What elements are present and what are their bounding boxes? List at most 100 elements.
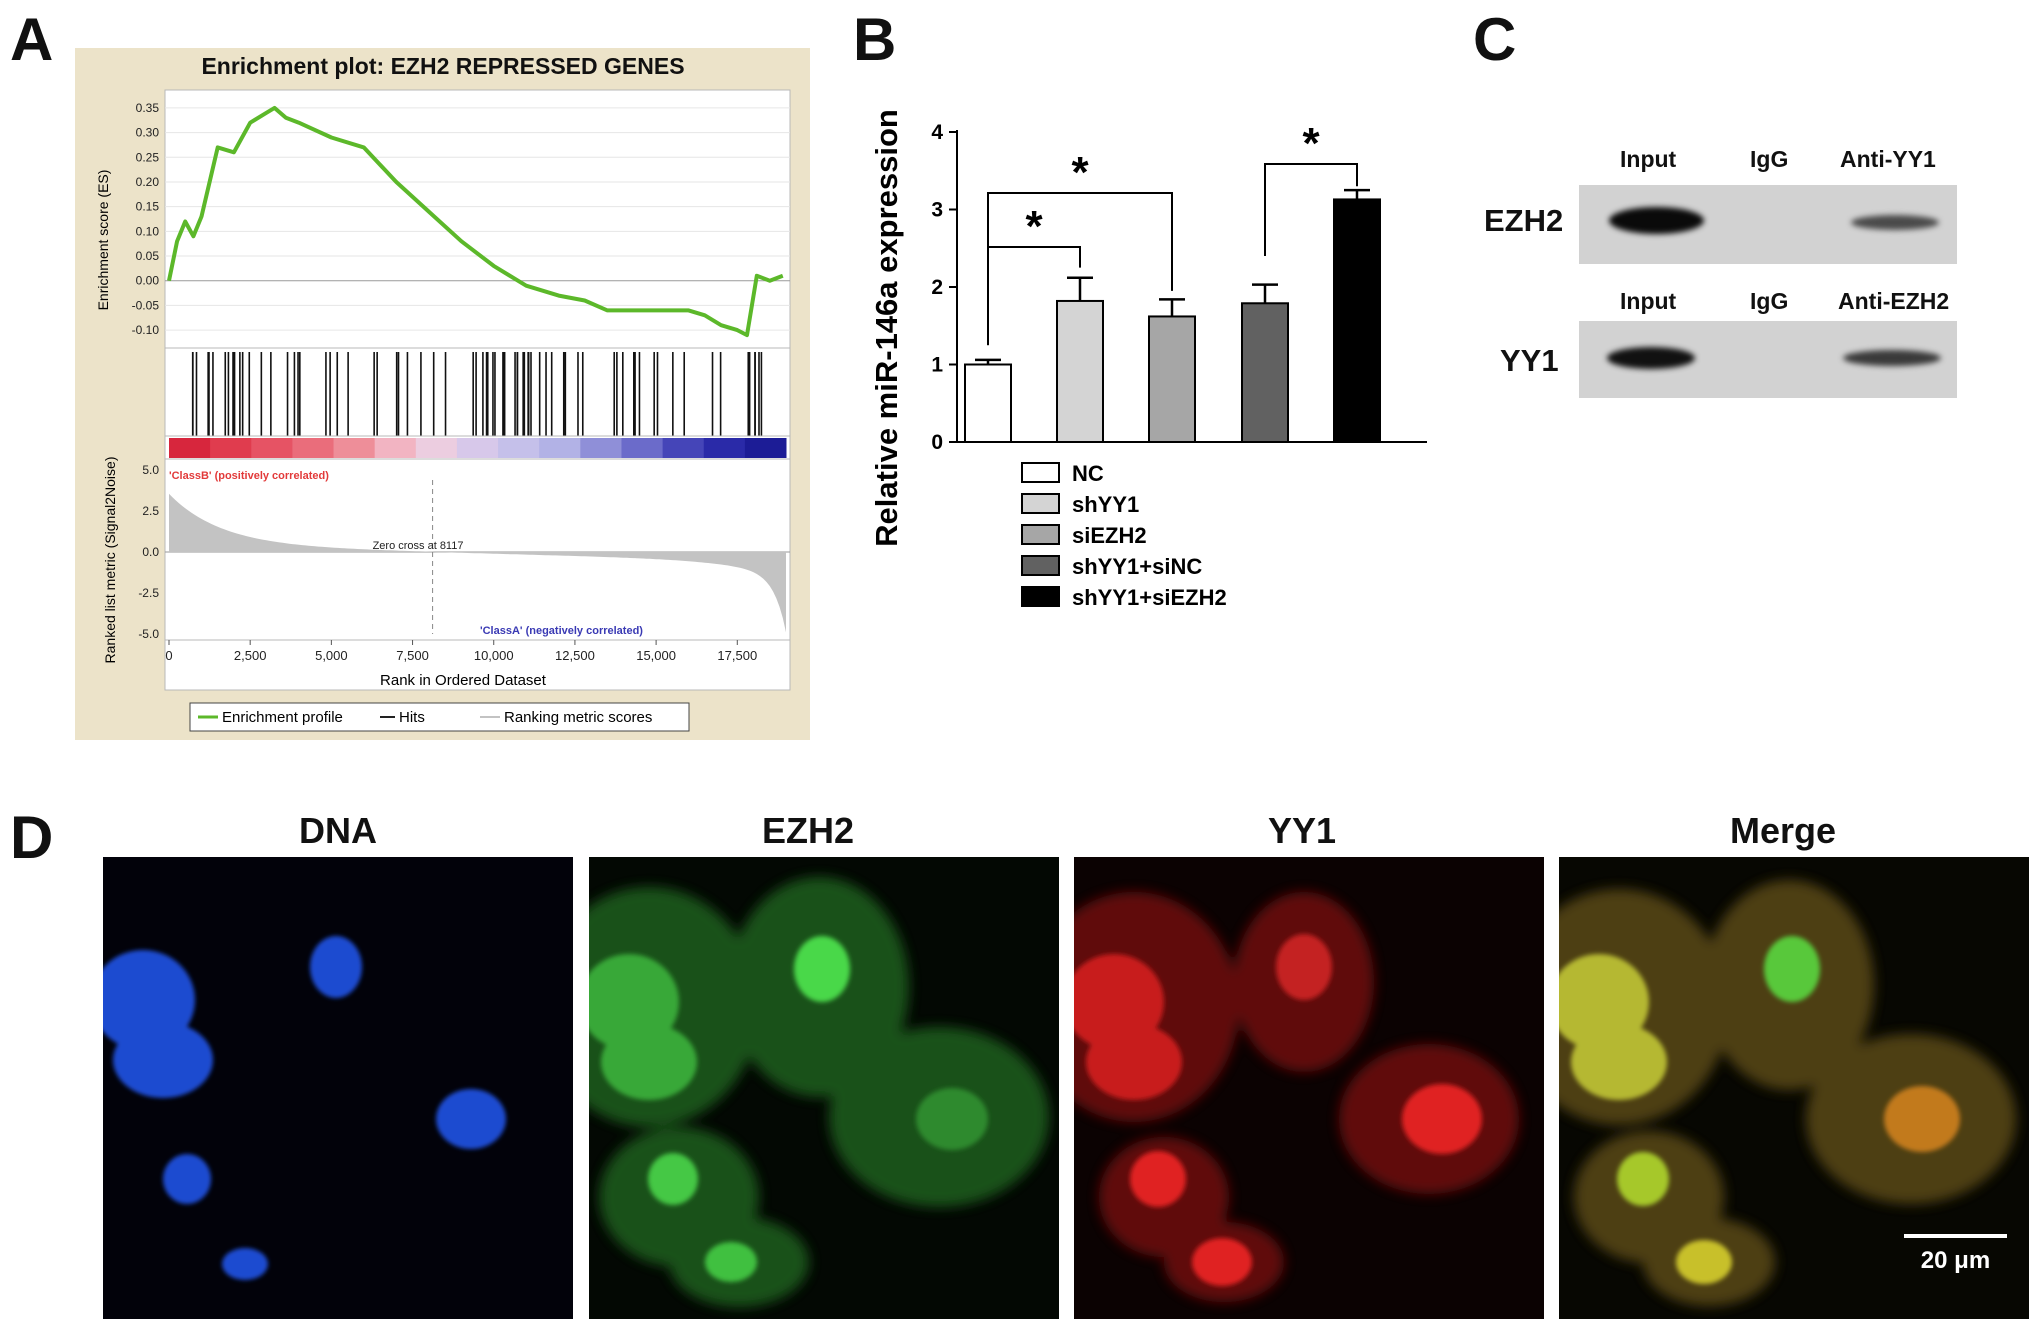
rank-tick-label: 2.5 [142, 504, 159, 518]
blot-strip-yy1 [1579, 321, 1957, 398]
legend-label: siEZH2 [1072, 523, 1147, 548]
micro-title-yy1: YY1 [1267, 810, 1337, 851]
scale-bar-label: 20 μm [1920, 1247, 1991, 1274]
significance-bracket [987, 192, 1173, 346]
ranking-heat-bar [165, 438, 790, 460]
bar-legend: NC shYY1 siEZH2 shYY1+siNC shYY1+siEZH2 [1021, 461, 1227, 610]
nucleus [1617, 1152, 1669, 1206]
x-tick-label: 5,000 [315, 648, 348, 663]
legend-label: shYY1+siNC [1072, 554, 1202, 579]
micrograph-dna [103, 857, 573, 1319]
nucleus [436, 1089, 506, 1149]
heat-segment [580, 438, 622, 458]
x-tick-label: 15,000 [636, 648, 676, 663]
blot-top-igg: IgG [1750, 146, 1789, 172]
es-y-axis: 0.35 0.30 0.25 0.20 0.15 0.10 0.05 0.00 -0.05 -0.… [132, 101, 160, 337]
significance-bracket [1264, 163, 1358, 256]
legend-swatch [1021, 524, 1060, 545]
significance-star: * [1071, 148, 1089, 197]
micro-title-merge: Merge [1729, 810, 1837, 851]
heat-segment [662, 438, 705, 458]
heat-segment [498, 438, 540, 458]
micro-title-ezh2: EZH2 [761, 810, 855, 851]
es-tick-label: 0.30 [136, 126, 160, 140]
micrograph-ezh2 [589, 857, 1059, 1319]
legend-swatch [1021, 493, 1060, 514]
band-yy1-anti [1843, 350, 1941, 366]
x-tick-label: 0 [165, 648, 172, 663]
micro-title-dna: DNA [299, 810, 377, 851]
band-ezh2-anti [1851, 215, 1939, 230]
legend-label: shYY1 [1072, 492, 1139, 517]
blot-row-yy1: YY1 [1500, 343, 1559, 378]
micrograph-yy1 [1074, 857, 1544, 1319]
heat-segment [169, 438, 211, 458]
hits-track [165, 352, 790, 437]
rank-tick-label: 5.0 [142, 463, 159, 477]
nucleus [1086, 1024, 1182, 1100]
nucleus [1130, 1151, 1186, 1207]
band-ezh2-input [1609, 207, 1704, 234]
bar-marks [964, 188, 1381, 443]
gsea-title: Enrichment plot: EZH2 REPRESSED GENES [201, 53, 684, 79]
es-tick-label: 0.20 [136, 175, 160, 189]
significance-brackets: * * * [987, 119, 1358, 346]
heat-segment [374, 438, 417, 458]
heat-segment [333, 438, 376, 458]
heat-segment [251, 438, 293, 458]
scale-bar [1904, 1234, 2007, 1238]
panel-letter-d: D [10, 804, 54, 871]
panel-letter-c: C [1473, 6, 1517, 73]
x-tick-label: 17,500 [717, 648, 757, 663]
mir146a-bar-chart: Relative miR-146a expression 0 1 2 3 4 * * * N… [869, 109, 1427, 610]
legend-profile-label: Enrichment profile [222, 709, 343, 726]
nucleus [113, 1022, 213, 1098]
nucleus [310, 936, 362, 998]
nucleus [1276, 934, 1332, 1000]
bar-y-tick-label: 2 [931, 276, 943, 299]
nucleus [705, 1242, 757, 1282]
bar-3 [1241, 302, 1289, 443]
class-a-annotation: 'ClassA' (negatively correlated) [480, 625, 643, 637]
blot-top-input: Input [1620, 146, 1677, 172]
x-axis-label: Rank in Ordered Dataset [380, 672, 547, 689]
nucleus [163, 1154, 211, 1204]
blot-strip-ezh2 [1579, 185, 1957, 264]
enrichment-profile-line [167, 105, 784, 338]
bar-y-axis-label: Relative miR-146a expression [869, 109, 904, 547]
heat-segment [539, 438, 581, 458]
legend-swatch [1021, 586, 1060, 607]
legend-swatch [1021, 555, 1060, 576]
gsea-legend-box [189, 702, 690, 732]
x-tick-label: 10,000 [474, 648, 514, 663]
nucleus [916, 1088, 988, 1150]
bar-y-tick-label: 3 [931, 199, 943, 222]
rank-tick-label: -5.0 [138, 627, 159, 641]
significance-star: * [1025, 202, 1043, 251]
es-tick-label: 0.00 [136, 274, 160, 288]
rank-x-axis: 0 2,500 5,000 7,500 10,000 12,500 15,000 17,500 [165, 639, 790, 663]
x-tick-label: 2,500 [234, 648, 267, 663]
es-tick-label: 0.25 [136, 150, 160, 164]
rank-y-axis-label: Ranked list metric (Signal2Noise) [102, 457, 118, 664]
heat-segment [456, 438, 499, 458]
nucleus [1884, 1086, 1960, 1152]
nucleus [648, 1153, 698, 1205]
class-b-annotation: 'ClassB' (positively correlated) [169, 470, 329, 482]
blot-row-ezh2: EZH2 [1484, 203, 1564, 238]
bar-y-tick-label: 0 [931, 431, 943, 454]
es-tick-label: 0.35 [136, 101, 160, 115]
panel-letter-a: A [10, 6, 54, 73]
significance-star: * [1302, 119, 1320, 168]
panel-letter-b: B [853, 6, 897, 73]
es-tick-label: -0.10 [132, 323, 160, 337]
zero-cross-label: Zero cross at 8117 [373, 540, 464, 552]
rank-tick-label: -2.5 [138, 586, 159, 600]
bar-y-tick-label: 4 [931, 121, 943, 144]
nucleus [794, 936, 850, 1002]
micrograph-merge: 20 μm [1559, 857, 2029, 1319]
nucleus [601, 1024, 697, 1100]
es-tick-label: -0.05 [132, 298, 160, 312]
legend-ranking-label: Ranking metric scores [504, 709, 652, 726]
bar-0 [964, 363, 1012, 443]
